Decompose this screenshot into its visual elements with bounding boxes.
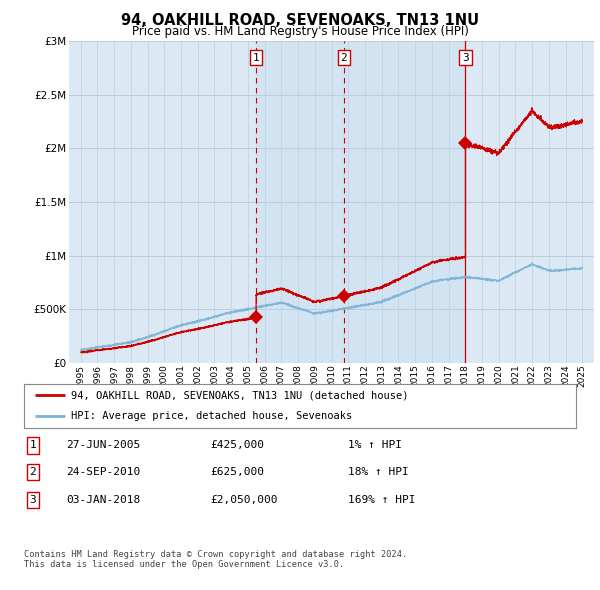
Text: 1% ↑ HPI: 1% ↑ HPI (348, 441, 402, 450)
Text: Contains HM Land Registry data © Crown copyright and database right 2024.
This d: Contains HM Land Registry data © Crown c… (24, 550, 407, 569)
Text: 94, OAKHILL ROAD, SEVENOAKS, TN13 1NU (detached house): 94, OAKHILL ROAD, SEVENOAKS, TN13 1NU (d… (71, 391, 409, 401)
Text: 2: 2 (29, 467, 37, 477)
Bar (256, 41, 466, 363)
Text: 1: 1 (253, 53, 259, 63)
Text: 3: 3 (29, 495, 37, 504)
Text: 94, OAKHILL ROAD, SEVENOAKS, TN13 1NU: 94, OAKHILL ROAD, SEVENOAKS, TN13 1NU (121, 13, 479, 28)
Text: 18% ↑ HPI: 18% ↑ HPI (348, 467, 409, 477)
Text: 27-JUN-2005: 27-JUN-2005 (66, 441, 140, 450)
Text: Price paid vs. HM Land Registry's House Price Index (HPI): Price paid vs. HM Land Registry's House … (131, 25, 469, 38)
Text: 169% ↑ HPI: 169% ↑ HPI (348, 495, 415, 504)
Text: £425,000: £425,000 (210, 441, 264, 450)
Text: HPI: Average price, detached house, Sevenoaks: HPI: Average price, detached house, Seve… (71, 411, 352, 421)
Text: 3: 3 (462, 53, 469, 63)
Text: 03-JAN-2018: 03-JAN-2018 (66, 495, 140, 504)
Text: 24-SEP-2010: 24-SEP-2010 (66, 467, 140, 477)
Text: £625,000: £625,000 (210, 467, 264, 477)
Text: £2,050,000: £2,050,000 (210, 495, 277, 504)
Text: 1: 1 (29, 441, 37, 450)
Text: 2: 2 (340, 53, 347, 63)
